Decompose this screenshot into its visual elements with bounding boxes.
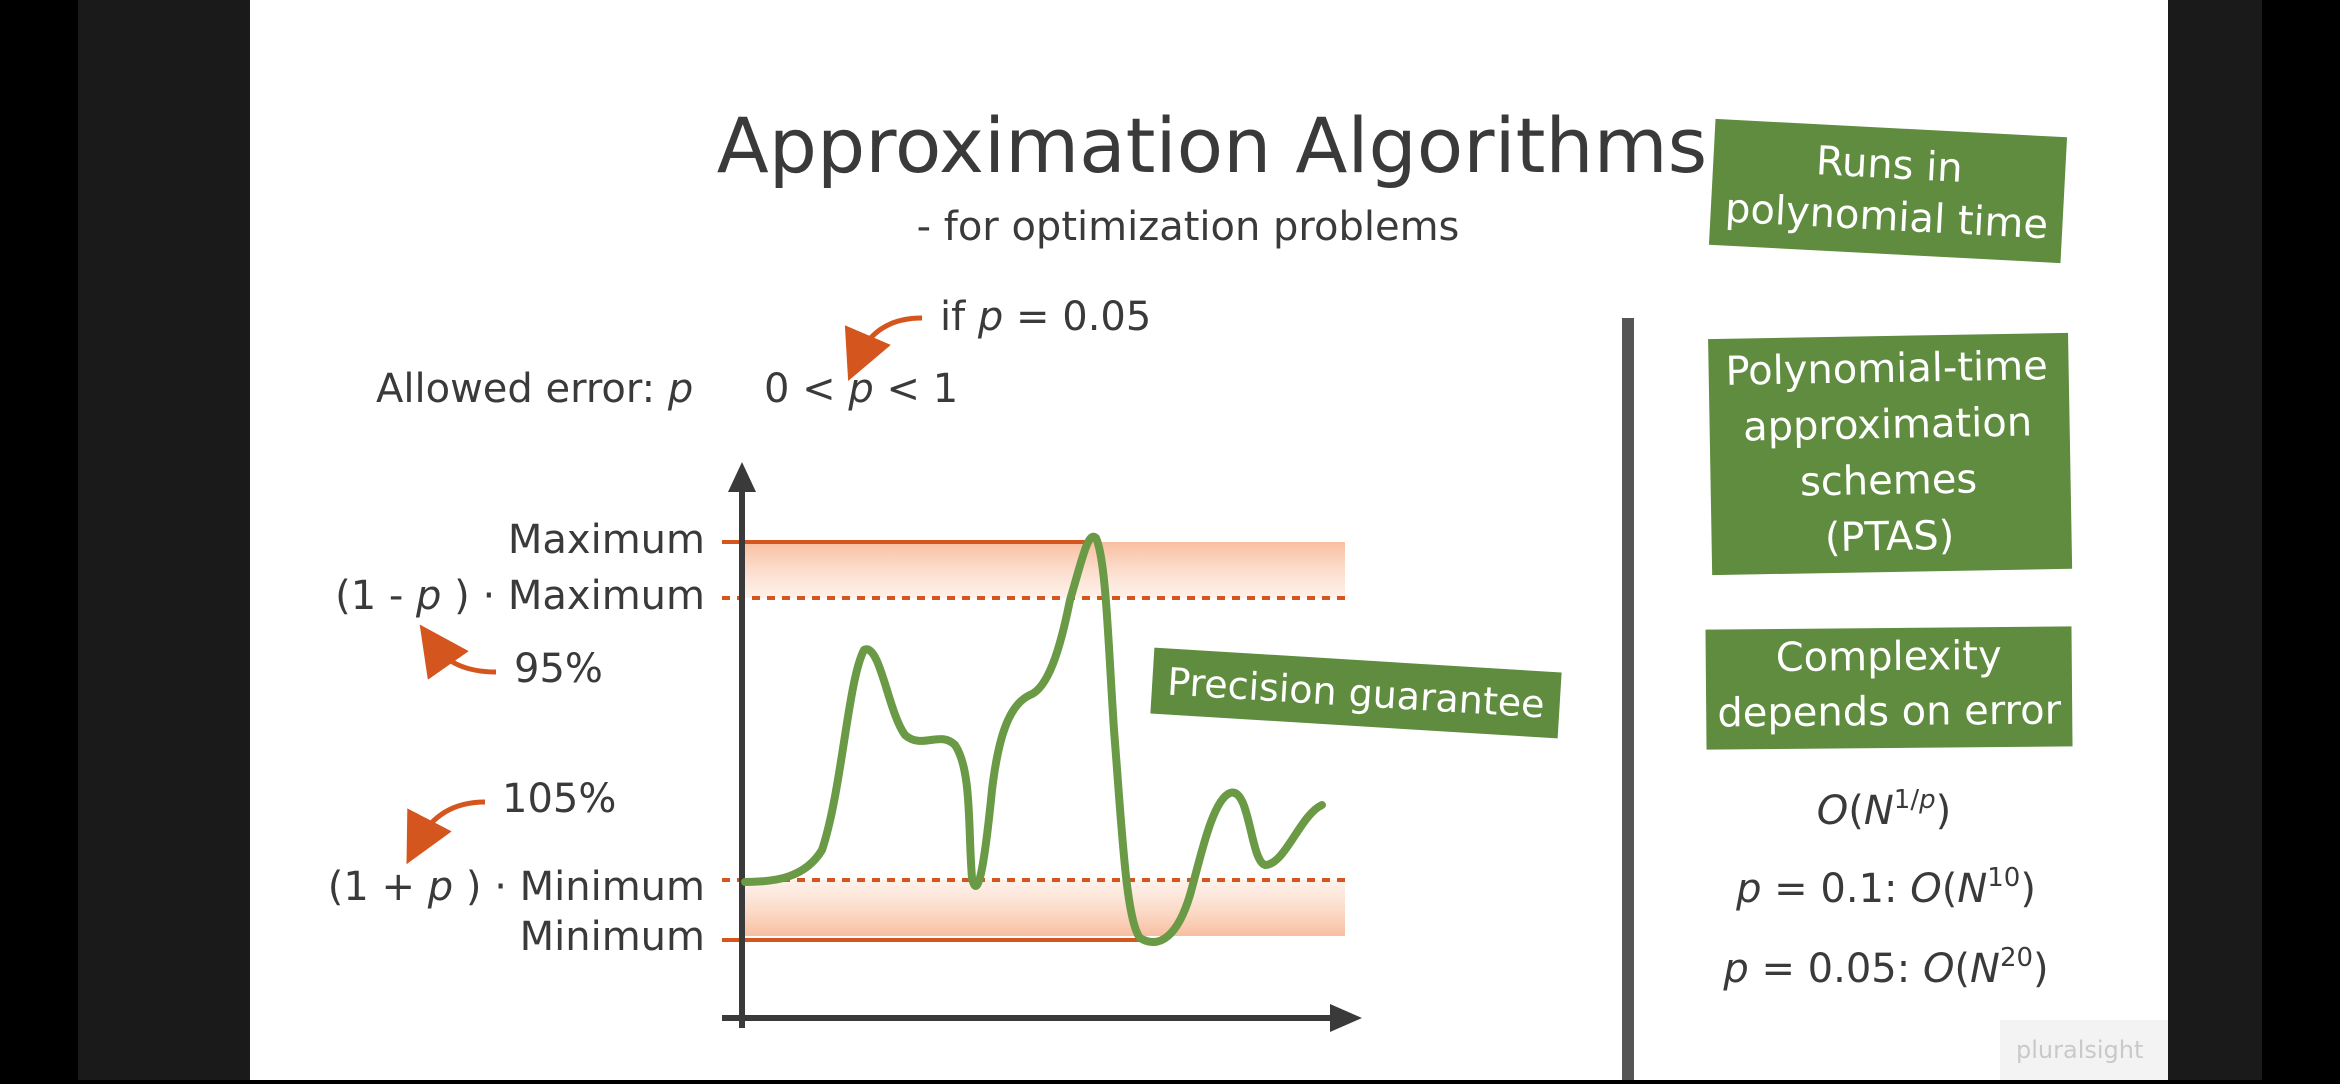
p-range-label: 0 < p < 1 — [764, 366, 958, 412]
ptas-line-4: (PTAS) — [1824, 513, 1954, 561]
y-axis-arrow-icon — [728, 462, 756, 492]
page-subtitle: - for optimization problems — [917, 204, 1460, 250]
complexity-line-2: depends on error — [1717, 688, 2062, 737]
slide: Approximation Algorithms - for optimizat… — [250, 0, 2168, 1080]
percent-105-label: 105% — [502, 776, 616, 822]
ptas-line-3: schemes — [1800, 456, 1978, 505]
ptas-box: Polynomial-time approximation schemes (P… — [1708, 332, 2073, 576]
page-title: Approximation Algorithms — [717, 101, 1707, 190]
complexity-general-formula: O(N1/p) — [1817, 785, 1951, 834]
runs-line-1: Runs in — [1815, 138, 1964, 192]
x-axis-arrow-icon — [1330, 1004, 1362, 1032]
left-dark-bar — [78, 0, 250, 1080]
max-threshold-label: (1 - p ) · Maximum — [335, 573, 705, 619]
complexity-line-1: Complexity — [1776, 633, 2002, 681]
runs-in-polynomial-time-box: Runs in polynomial time — [1708, 118, 2068, 264]
if-arrow — [844, 315, 923, 381]
ptas-line-1: Polynomial-time — [1725, 343, 2048, 395]
maximum-label: Maximum — [508, 517, 705, 563]
objective-curve — [741, 532, 1326, 946]
watermark-bg — [2000, 1020, 2168, 1080]
if-p-label: if p = 0.05 — [940, 294, 1151, 340]
band-top — [745, 542, 1345, 598]
complexity-example-1: p = 0.1: O(N10) — [1735, 863, 2036, 912]
arrow-105 — [406, 799, 486, 865]
right-black-bar — [2262, 0, 2340, 1080]
min-threshold-label: (1 + p ) · Minimum — [328, 864, 705, 910]
band-bottom — [745, 880, 1345, 936]
allowed-error-label: Allowed error: p — [376, 366, 693, 412]
watermark: pluralsight — [2016, 1036, 2143, 1064]
precision-guarantee-box: Precision guarantee — [1150, 647, 1562, 739]
arrow-95 — [419, 624, 497, 680]
minimum-label: Minimum — [520, 914, 705, 960]
complexity-example-2: p = 0.05: O(N20) — [1722, 943, 2048, 992]
left-black-bar — [0, 0, 78, 1080]
percent-95-label: 95% — [514, 646, 603, 692]
ptas-line-2: approximation — [1743, 399, 2033, 450]
slide-canvas: Approximation Algorithms - for optimizat… — [328, 101, 2168, 1080]
complexity-box: Complexity depends on error — [1705, 626, 2073, 750]
